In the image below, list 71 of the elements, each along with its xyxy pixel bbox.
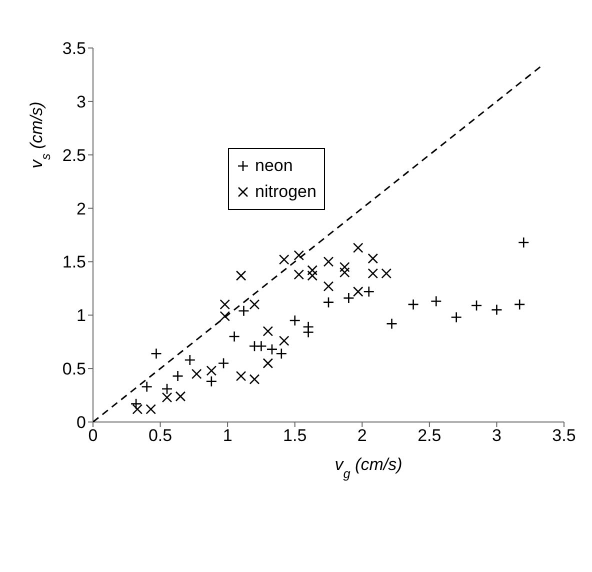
point xyxy=(340,267,350,278)
point xyxy=(430,296,442,307)
point xyxy=(220,299,230,310)
point xyxy=(323,256,334,267)
point xyxy=(381,268,392,279)
point xyxy=(218,358,230,369)
point xyxy=(343,292,354,304)
point xyxy=(161,383,173,395)
y-tick-label: 0 xyxy=(76,413,86,432)
point xyxy=(491,304,502,316)
point xyxy=(184,354,196,366)
point xyxy=(249,374,260,384)
y-tick-label: 2.5 xyxy=(62,146,86,165)
point xyxy=(368,253,378,264)
y-tick-label: 0.5 xyxy=(62,360,86,379)
point xyxy=(294,269,304,280)
x-tick-label: 2 xyxy=(357,426,367,446)
x-tick-label: 3 xyxy=(492,426,502,446)
point xyxy=(228,330,240,342)
point xyxy=(340,262,350,272)
point xyxy=(408,298,419,310)
point xyxy=(172,370,184,382)
point xyxy=(262,326,274,336)
point xyxy=(191,368,202,380)
x-axis-title: v$_{g}$ (cm/s) xyxy=(334,455,402,480)
point xyxy=(514,298,526,310)
point xyxy=(307,270,318,281)
x-tick-label: 0.5 xyxy=(148,426,172,446)
legend-label: nitrogen xyxy=(255,181,316,203)
point xyxy=(206,366,217,376)
point xyxy=(294,250,304,260)
point xyxy=(256,340,267,352)
point xyxy=(141,381,152,392)
point xyxy=(450,312,462,323)
point xyxy=(146,404,156,414)
y-tick-label: 1.5 xyxy=(62,252,86,272)
point xyxy=(262,358,274,368)
point xyxy=(302,326,314,338)
point xyxy=(518,236,530,248)
point xyxy=(352,242,364,253)
point xyxy=(363,286,375,298)
point xyxy=(352,286,364,297)
point xyxy=(206,376,218,388)
legend-label: neon xyxy=(255,155,293,177)
point xyxy=(162,392,172,403)
point xyxy=(236,270,246,281)
point xyxy=(220,311,230,322)
point xyxy=(236,370,246,382)
x-tick-label: 1 xyxy=(222,426,232,446)
point xyxy=(289,314,301,326)
point xyxy=(276,348,288,360)
y-tick-label: 3 xyxy=(76,92,86,112)
point xyxy=(470,300,482,312)
point xyxy=(150,348,162,360)
point xyxy=(323,281,334,292)
y-tick-label: 3.5 xyxy=(62,39,86,58)
x-tick-label: 2.5 xyxy=(418,426,442,446)
y-tick-label: 2 xyxy=(76,199,86,218)
point xyxy=(175,391,186,402)
point xyxy=(322,296,334,308)
x-tick-label: 1.5 xyxy=(283,426,307,446)
point xyxy=(278,336,290,346)
x-tick-label: 3.5 xyxy=(552,426,576,446)
point xyxy=(307,265,318,276)
point xyxy=(266,344,278,355)
point xyxy=(238,305,250,317)
y-tick-label: 1 xyxy=(76,306,86,326)
point xyxy=(368,268,378,279)
point xyxy=(278,254,290,265)
point xyxy=(249,299,260,310)
point xyxy=(386,318,398,330)
